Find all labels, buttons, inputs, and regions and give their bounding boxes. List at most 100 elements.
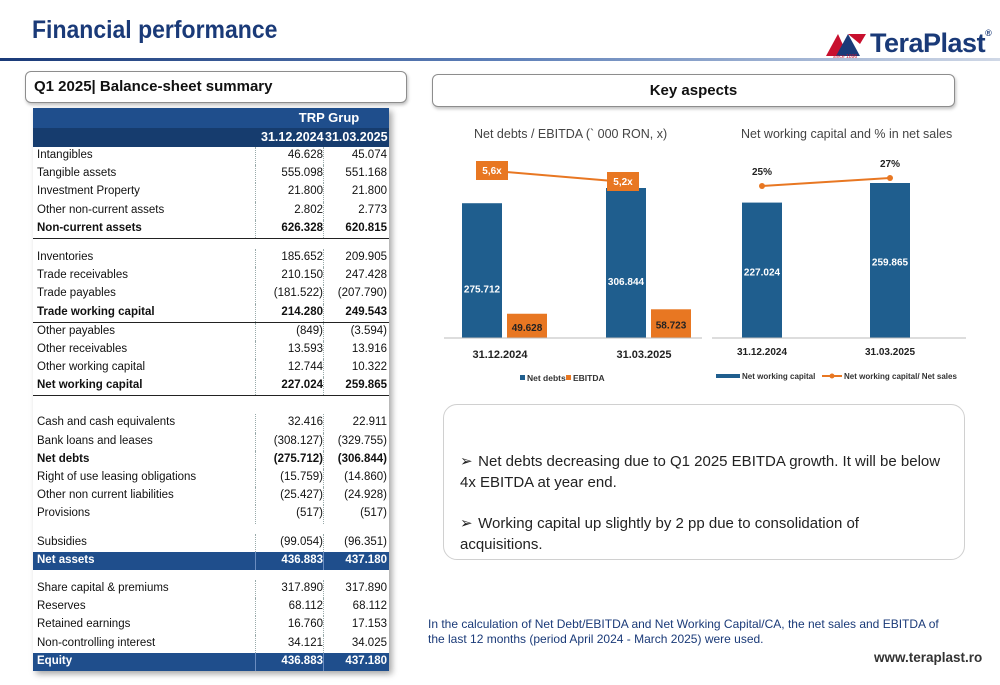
row-value-2024: 317.890 xyxy=(281,581,323,594)
row-label: Provisions xyxy=(37,507,91,520)
legend-label: Net debts xyxy=(527,373,566,383)
row-value-2024: 21.800 xyxy=(287,185,323,198)
pct-line xyxy=(761,177,891,187)
category-label: 31.12.2024 xyxy=(737,347,787,358)
column-divider xyxy=(323,303,324,322)
group-name: TRP Grup xyxy=(298,110,360,125)
table-row: Trade payables (181.522) (207.790) xyxy=(33,285,389,304)
row-label: Other receivables xyxy=(37,342,128,355)
legend-swatch xyxy=(520,375,525,380)
key-aspects-box: ➢ Net debts decreasing due to Q1 2025 EB… xyxy=(443,404,965,560)
row-label: Reserves xyxy=(37,600,86,613)
legend-swatch xyxy=(566,375,571,380)
table-row: Provisions (517) (517) xyxy=(33,505,389,524)
calculation-note: In the calculation of Net Debt/EBITDA an… xyxy=(428,617,939,646)
arrow-bullet-icon: ➢ xyxy=(460,515,473,532)
table-row: Trade receivables 210.150 247.428 xyxy=(33,267,389,286)
table-row: Non-controlling interest 34.121 34.025 xyxy=(33,634,389,653)
nwc-label: 259.865 xyxy=(872,258,909,269)
table-row: Trade working capital 214.280 249.543 xyxy=(33,303,389,323)
column-divider xyxy=(323,598,324,617)
table-row: Net working capital 227.024 259.865 xyxy=(33,377,389,397)
chart2-title: Net working capital and % in net sales xyxy=(741,127,953,141)
column-divider xyxy=(323,340,324,360)
column-divider xyxy=(255,303,256,322)
column-divider xyxy=(255,248,256,268)
column-divider xyxy=(323,377,324,396)
row-label: Investment Property xyxy=(37,185,140,198)
column-divider xyxy=(255,432,256,451)
page-title: Financial performance xyxy=(32,16,278,44)
col-date-2: 31.03.2025 xyxy=(325,130,388,144)
row-value-2024: 227.024 xyxy=(281,379,323,392)
table-row: Retained earnings 16.760 17.153 xyxy=(33,616,389,635)
table-spacer xyxy=(33,396,389,414)
column-divider xyxy=(323,267,324,286)
table-row: Intangibles 46.628 45.074 xyxy=(33,147,389,166)
row-label: Net working capital xyxy=(37,379,143,392)
column-divider xyxy=(255,551,256,570)
table-row: Equity 436.883 437.180 xyxy=(33,652,389,671)
ratio-line xyxy=(493,170,626,183)
pct-label: 25% xyxy=(752,167,772,178)
row-label: Other payables xyxy=(37,324,115,337)
balance-sheet-title: Q1 2025| Balance-sheet summary xyxy=(34,78,273,95)
row-value-2024: 13.593 xyxy=(287,342,323,355)
row-label: Other non current liabilities xyxy=(37,489,174,502)
chart1-title: Net debts / EBITDA (` 000 RON, x) xyxy=(474,127,668,141)
row-label: Trade receivables xyxy=(37,269,128,282)
nwc-label: 227.024 xyxy=(744,267,781,278)
column-divider xyxy=(255,359,256,378)
column-divider xyxy=(323,165,324,184)
ratio-box xyxy=(476,161,508,180)
ebitda-label: 58.723 xyxy=(656,321,687,332)
row-value-2025: (24.928) xyxy=(344,489,387,502)
column-divider xyxy=(323,579,324,599)
row-value-2024: 626.328 xyxy=(281,221,323,234)
row-value-2024: 555.098 xyxy=(281,167,323,180)
row-label: Subsidies xyxy=(37,535,87,548)
table-spacer xyxy=(33,524,389,534)
row-value-2025: 2.773 xyxy=(358,203,387,216)
row-value-2024: 436.883 xyxy=(281,553,323,566)
row-value-2024: 214.280 xyxy=(281,305,323,318)
column-divider xyxy=(323,201,324,220)
column-divider xyxy=(255,377,256,396)
row-value-2024: 2.802 xyxy=(294,203,323,216)
row-value-2024: (25.427) xyxy=(280,489,323,502)
category-label: 31.12.2024 xyxy=(472,349,528,361)
pct-point xyxy=(887,175,893,181)
row-label: Inventories xyxy=(37,250,94,263)
row-value-2025: 259.865 xyxy=(345,379,387,392)
column-divider xyxy=(323,450,324,469)
website-link[interactable]: www.teraplast.ro xyxy=(874,650,983,665)
balance-sheet-header: Q1 2025| Balance-sheet summary xyxy=(25,71,407,103)
row-label: Cash and cash equivalents xyxy=(37,416,176,429)
row-value-2025: 34.025 xyxy=(351,636,387,649)
row-value-2025: 10.322 xyxy=(351,361,387,374)
row-label: Non-current assets xyxy=(37,221,142,234)
table-row: Other working capital 12.744 10.322 xyxy=(33,359,389,378)
column-divider xyxy=(323,432,324,451)
legend-label: Net working capital xyxy=(742,372,815,381)
column-divider xyxy=(255,505,256,524)
column-divider xyxy=(323,285,324,304)
column-divider xyxy=(323,469,324,488)
row-value-2025: 209.905 xyxy=(345,250,387,263)
table-row: Bank loans and leases (308.127) (329.755) xyxy=(33,432,389,451)
column-divider xyxy=(255,322,256,341)
col-date-1: 31.12.2024 xyxy=(261,130,324,144)
row-value-2024: 34.121 xyxy=(287,636,323,649)
table-row: Other receivables 13.593 13.916 xyxy=(33,340,389,360)
column-divider xyxy=(255,634,256,653)
row-value-2025: 17.153 xyxy=(351,618,387,631)
column-divider xyxy=(255,147,256,166)
column-divider xyxy=(255,616,256,635)
legend-swatch xyxy=(716,374,740,378)
row-value-2024: (275.712) xyxy=(273,452,323,465)
row-value-2025: 247.428 xyxy=(345,269,387,282)
column-divider xyxy=(255,340,256,360)
column-divider xyxy=(255,450,256,469)
row-value-2024: 436.883 xyxy=(281,654,323,667)
column-divider xyxy=(255,469,256,488)
